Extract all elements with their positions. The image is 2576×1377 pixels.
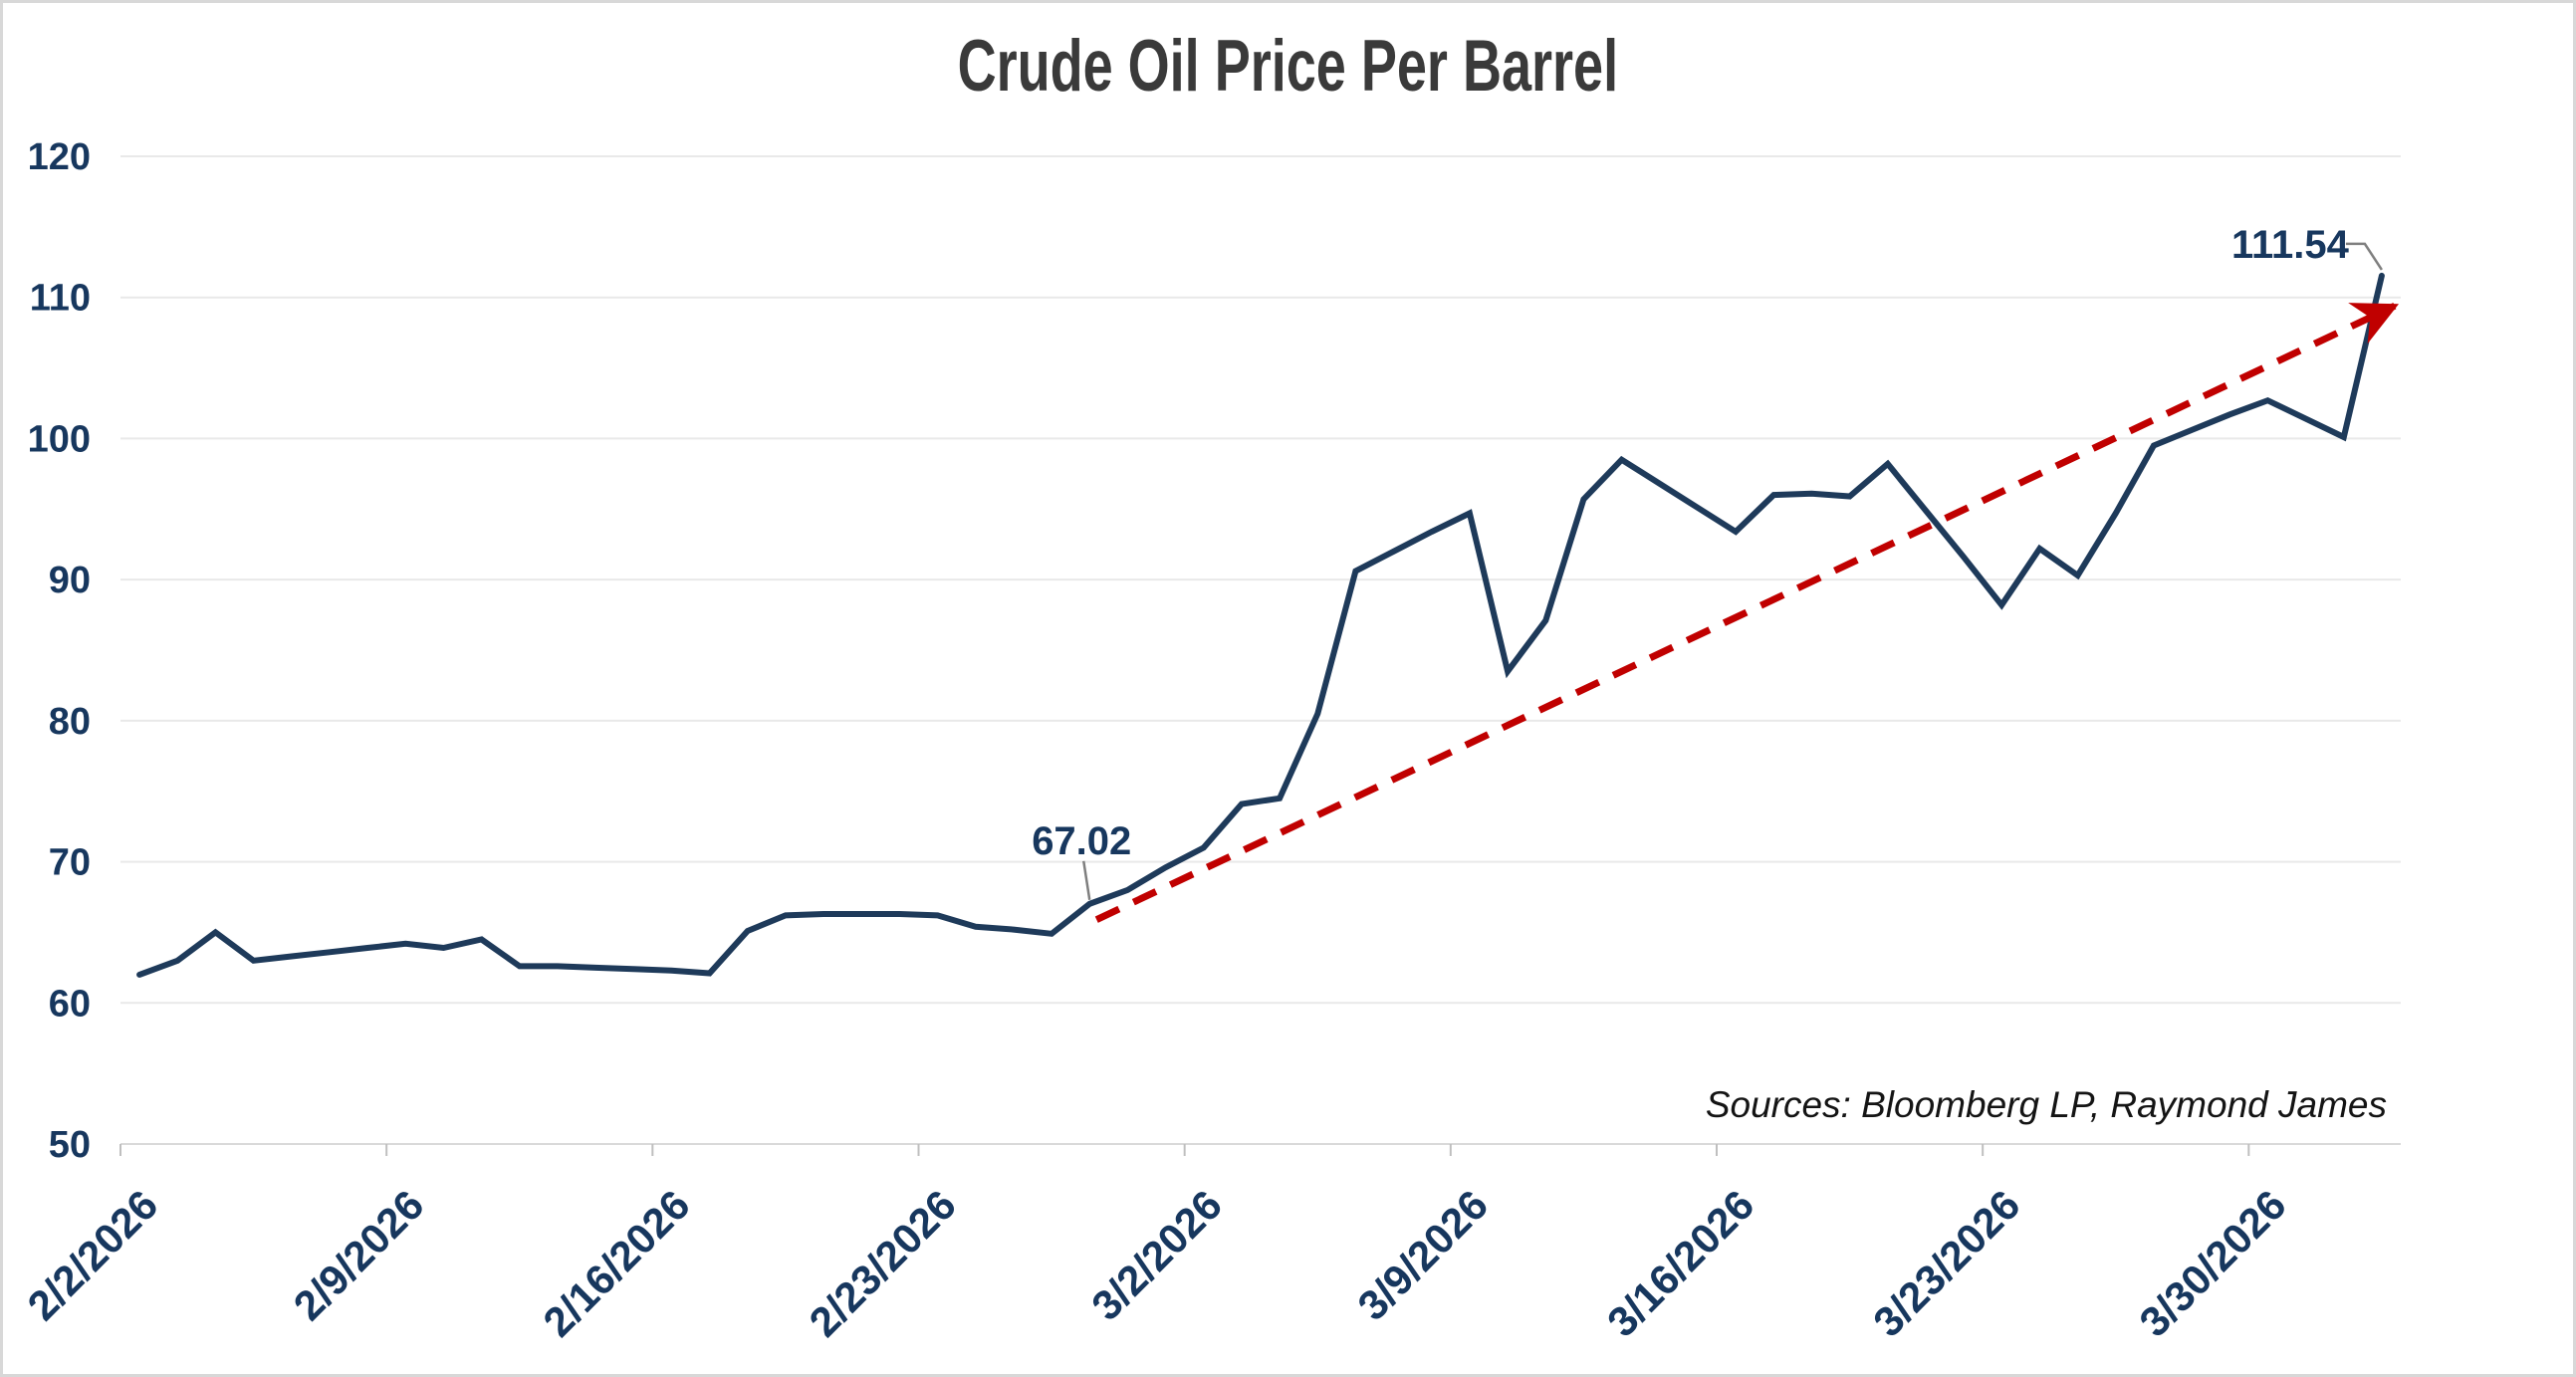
y-axis-label: 60 <box>49 983 91 1025</box>
y-axis-label: 70 <box>49 842 91 884</box>
y-axis-label: 80 <box>49 701 91 743</box>
x-axis-label: 3/16/2026 <box>1598 1181 1762 1345</box>
chart-title: Crude Oil Price Per Barrel <box>3 25 2573 108</box>
x-axis-label: 2/16/2026 <box>534 1181 698 1345</box>
y-axis-label: 100 <box>28 418 91 460</box>
x-axis-label: 2/23/2026 <box>801 1181 965 1345</box>
annotation-leader <box>1082 860 1091 900</box>
x-axis-label: 2/2/2026 <box>19 1181 167 1329</box>
x-axis-label: 3/2/2026 <box>1082 1181 1231 1329</box>
price-line <box>136 272 2385 978</box>
chart-title-text: Crude Oil Price Per Barrel <box>957 26 1619 107</box>
source-note: Sources: Bloomberg LP, Raymond James <box>1705 1084 2387 1125</box>
x-axis-label: 2/9/2026 <box>285 1181 433 1329</box>
annotation-leader <box>2345 242 2383 271</box>
y-axis-label: 50 <box>49 1124 91 1166</box>
y-axis-label: 110 <box>30 278 91 320</box>
y-axis-label: 90 <box>49 560 91 601</box>
x-axis-label: 3/9/2026 <box>1348 1181 1497 1329</box>
annotation-label: 111.54 <box>2231 223 2350 267</box>
price-chart-canvas: 50 60 70 80 90 100 110 120 2/2/2026 2/9/2026 2/16/… <box>19 136 2401 1345</box>
y-axis-label: 120 <box>28 136 91 178</box>
trend-arrow <box>1094 303 2400 923</box>
annotation-label: 67.02 <box>1032 819 1131 863</box>
x-axis-label: 3/23/2026 <box>1864 1181 2028 1345</box>
x-axis-label: 3/30/2026 <box>2130 1181 2294 1345</box>
